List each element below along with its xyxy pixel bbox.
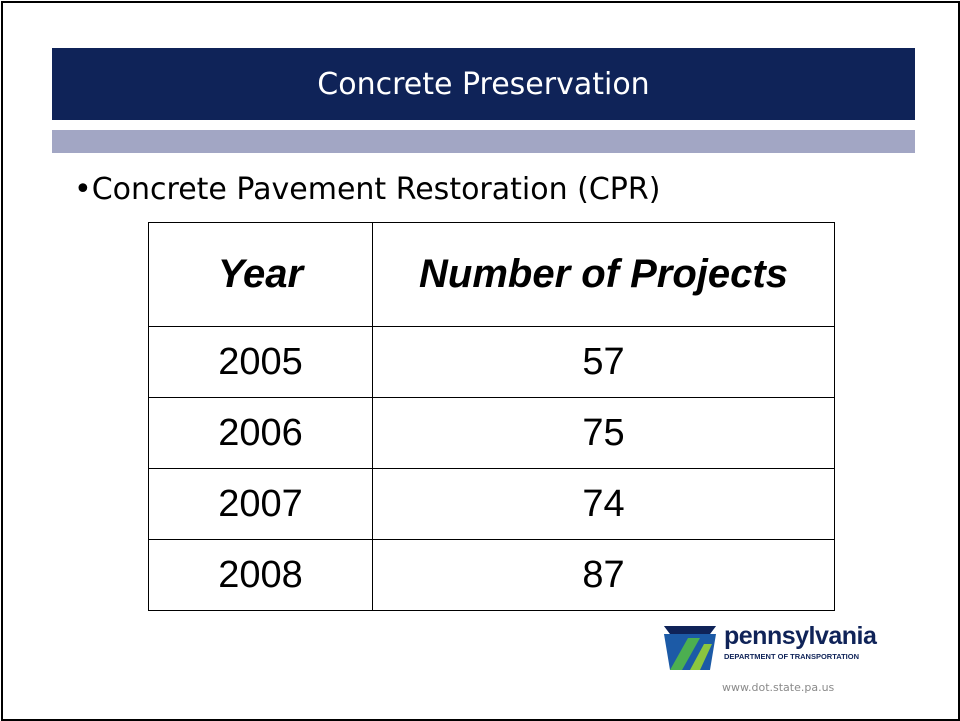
bullet-label: Concrete Pavement Restoration (CPR) xyxy=(91,172,661,207)
year-cell: 2006 xyxy=(148,397,373,469)
title-bar: Concrete Preservation xyxy=(52,48,915,120)
logo-url: www.dot.state.pa.us xyxy=(722,681,835,694)
table-body: 2005 57 2006 75 2007 74 2008 87 xyxy=(148,326,835,611)
count-cell: 75 xyxy=(372,397,835,469)
accent-bar xyxy=(52,130,915,153)
count-cell: 74 xyxy=(372,468,835,540)
projects-table: Year Number of Projects 2005 57 2006 75 2007… xyxy=(148,222,835,611)
slide-title: Concrete Preservation xyxy=(317,66,650,102)
logo: pennsylvania DEPARTMENT OF TRANSPORTATIO… xyxy=(660,618,920,708)
table-row: 2007 74 xyxy=(148,468,835,540)
year-cell: 2007 xyxy=(148,468,373,540)
count-cell: 87 xyxy=(372,539,835,611)
year-cell: 2005 xyxy=(148,326,373,398)
bullet-text: Concrete Pavement Restoration (CPR) xyxy=(74,172,661,207)
table-row: 2008 87 xyxy=(148,539,835,611)
count-cell: 57 xyxy=(372,326,835,398)
header-row: Year Number of Projects xyxy=(148,222,835,327)
column-header: Year xyxy=(148,222,373,327)
table-row: 2005 57 xyxy=(148,326,835,398)
logo-name: pennsylvania xyxy=(724,622,877,650)
logo-keystone xyxy=(664,626,716,670)
column-header: Number of Projects xyxy=(372,222,835,327)
table-row: 2006 75 xyxy=(148,397,835,469)
logo-department: DEPARTMENT OF TRANSPORTATION xyxy=(724,652,859,661)
year-cell: 2008 xyxy=(148,539,373,611)
